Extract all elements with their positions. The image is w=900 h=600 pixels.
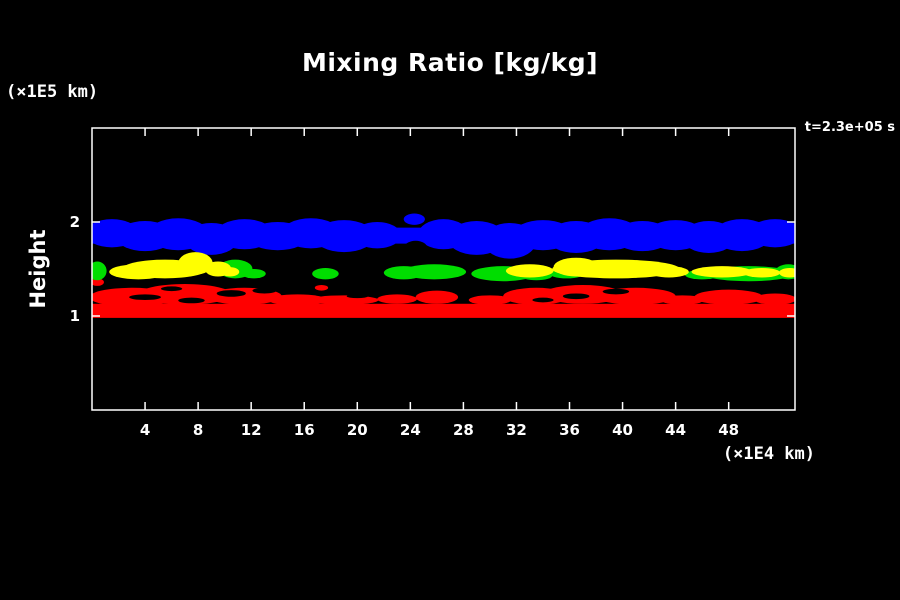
x-tick-label: 20 — [347, 421, 368, 439]
x-tick-label: 40 — [612, 421, 633, 439]
contour-layers — [92, 213, 795, 318]
plot-frame — [91, 127, 796, 411]
x-tick-label: 16 — [294, 421, 315, 439]
layer-mid-band-yellow — [109, 252, 795, 280]
x-tick-label: 24 — [400, 421, 421, 439]
x-tick-label: 8 — [193, 421, 203, 439]
x-tick-label: 28 — [453, 421, 474, 439]
time-annotation: t=2.3e+05 s — [804, 120, 895, 135]
chart-title: Mixing Ratio [kg/kg] — [301, 48, 599, 77]
layer-upper-band-blue — [92, 213, 795, 259]
y-axis-units-label: (×1E5 km) — [6, 82, 99, 102]
y-tick-label: 2 — [70, 213, 80, 231]
x-tick-label: 12 — [241, 421, 262, 439]
x-axis-units-label: (×1E4 km) — [722, 444, 815, 464]
x-tick-label: 44 — [665, 421, 686, 439]
x-tick-label: 36 — [559, 421, 580, 439]
layer-lower-band-red — [92, 278, 795, 318]
y-tick-label: 1 — [70, 307, 80, 325]
x-tick-label: 4 — [140, 421, 150, 439]
x-tick-label: 48 — [718, 421, 739, 439]
x-tick-label: 32 — [506, 421, 527, 439]
